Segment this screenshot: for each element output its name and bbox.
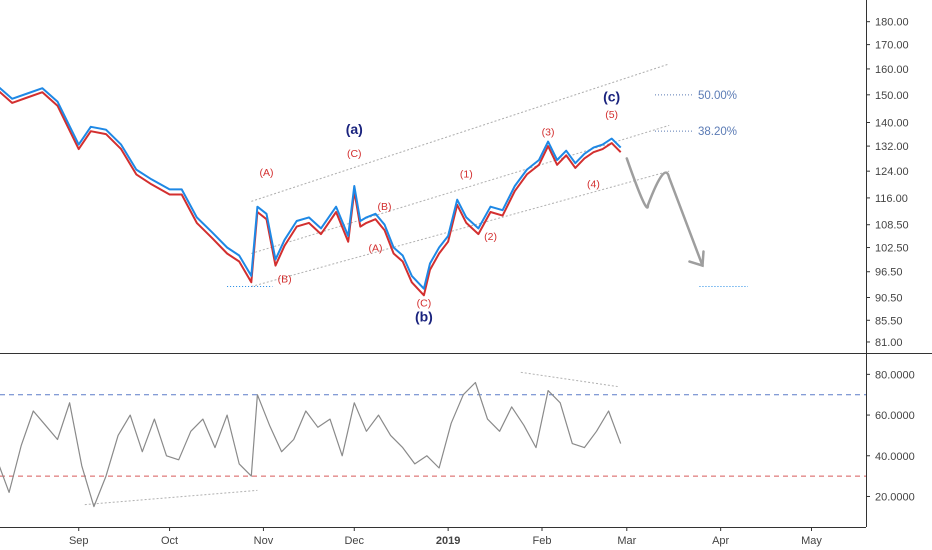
oscillator-axis-label: 80.0000 <box>875 369 915 381</box>
time-axis-label: Feb <box>533 535 552 547</box>
wave-label: (c) <box>603 89 620 105</box>
projection-arrowhead <box>688 250 705 268</box>
price-axis-label: 140.00 <box>875 117 909 129</box>
price-axis-label: 132.00 <box>875 141 909 153</box>
oscillator-axis-label: 40.0000 <box>875 451 915 463</box>
price-axis-label: 124.00 <box>875 166 909 178</box>
fib-level-label: 50.00% <box>698 90 737 102</box>
time-axis-label: Oct <box>161 535 178 547</box>
wave-label: (B) <box>278 273 292 285</box>
channel-line-lower <box>251 170 670 288</box>
oscillator-trend-line <box>84 489 258 506</box>
price-axis-label: 102.50 <box>875 243 909 255</box>
channel-line-upper <box>251 63 670 202</box>
oscillator-axis-label: 20.0000 <box>875 491 915 503</box>
wave-label: (B) <box>378 201 392 213</box>
oscillator-trend-line <box>520 371 618 388</box>
price-axis-label: 180.00 <box>875 17 909 29</box>
price-panel[interactable]: 50.00%38.20%(A)(B)(C)(a)(B)(A)(C)(b)(1)(… <box>0 63 748 325</box>
price-axis-label: 85.50 <box>875 315 903 327</box>
oscillator-axis-label: 60.0000 <box>875 410 915 422</box>
wave-label: (C) <box>347 148 362 160</box>
wave-label: (2) <box>484 231 497 243</box>
price-axis-label: 96.50 <box>875 267 903 279</box>
projection-path <box>625 157 704 267</box>
wave-label: (a) <box>346 121 363 137</box>
wave-label: (A) <box>259 167 273 179</box>
price-axis-label: 108.50 <box>875 220 909 232</box>
time-axis-label: Dec <box>344 535 364 547</box>
time-axis-label: Sep <box>69 535 89 547</box>
wave-label: (4) <box>587 179 600 191</box>
wave-label: (b) <box>415 309 433 325</box>
wave-label: (A) <box>368 242 382 254</box>
channel-line-middle <box>251 124 670 254</box>
time-axis-label: Nov <box>254 535 274 547</box>
time-axis-label: 2019 <box>436 535 460 547</box>
wave-label: (1) <box>460 169 473 181</box>
price-axis-label: 90.50 <box>875 292 903 304</box>
time-axis-label: Apr <box>712 535 729 547</box>
time-axis-label: Mar <box>617 535 636 547</box>
chart-frame: 180.00 170.00 160.00 150.00 140.00 132.00 124.… <box>0 0 932 528</box>
price-axis-label: 150.00 <box>875 90 909 102</box>
x-axis: Sep Oct Nov Dec 2019 Feb Mar Apr May <box>69 527 822 547</box>
oscillator-series[interactable] <box>0 381 622 508</box>
oscillator-panel[interactable] <box>0 371 866 508</box>
price-axis-label: 116.00 <box>875 193 908 205</box>
price-series-blue[interactable] <box>0 70 622 290</box>
wave-label: (C) <box>417 297 432 309</box>
price-axis-label: 81.00 <box>875 337 903 349</box>
price-axis-label: 160.00 <box>875 64 909 76</box>
time-axis-label: May <box>801 535 822 547</box>
wave-label: (5) <box>605 109 618 121</box>
wave-label: (3) <box>542 127 555 139</box>
fib-level-label: 38.20% <box>698 126 737 138</box>
price-axis-label: 170.00 <box>875 40 909 52</box>
